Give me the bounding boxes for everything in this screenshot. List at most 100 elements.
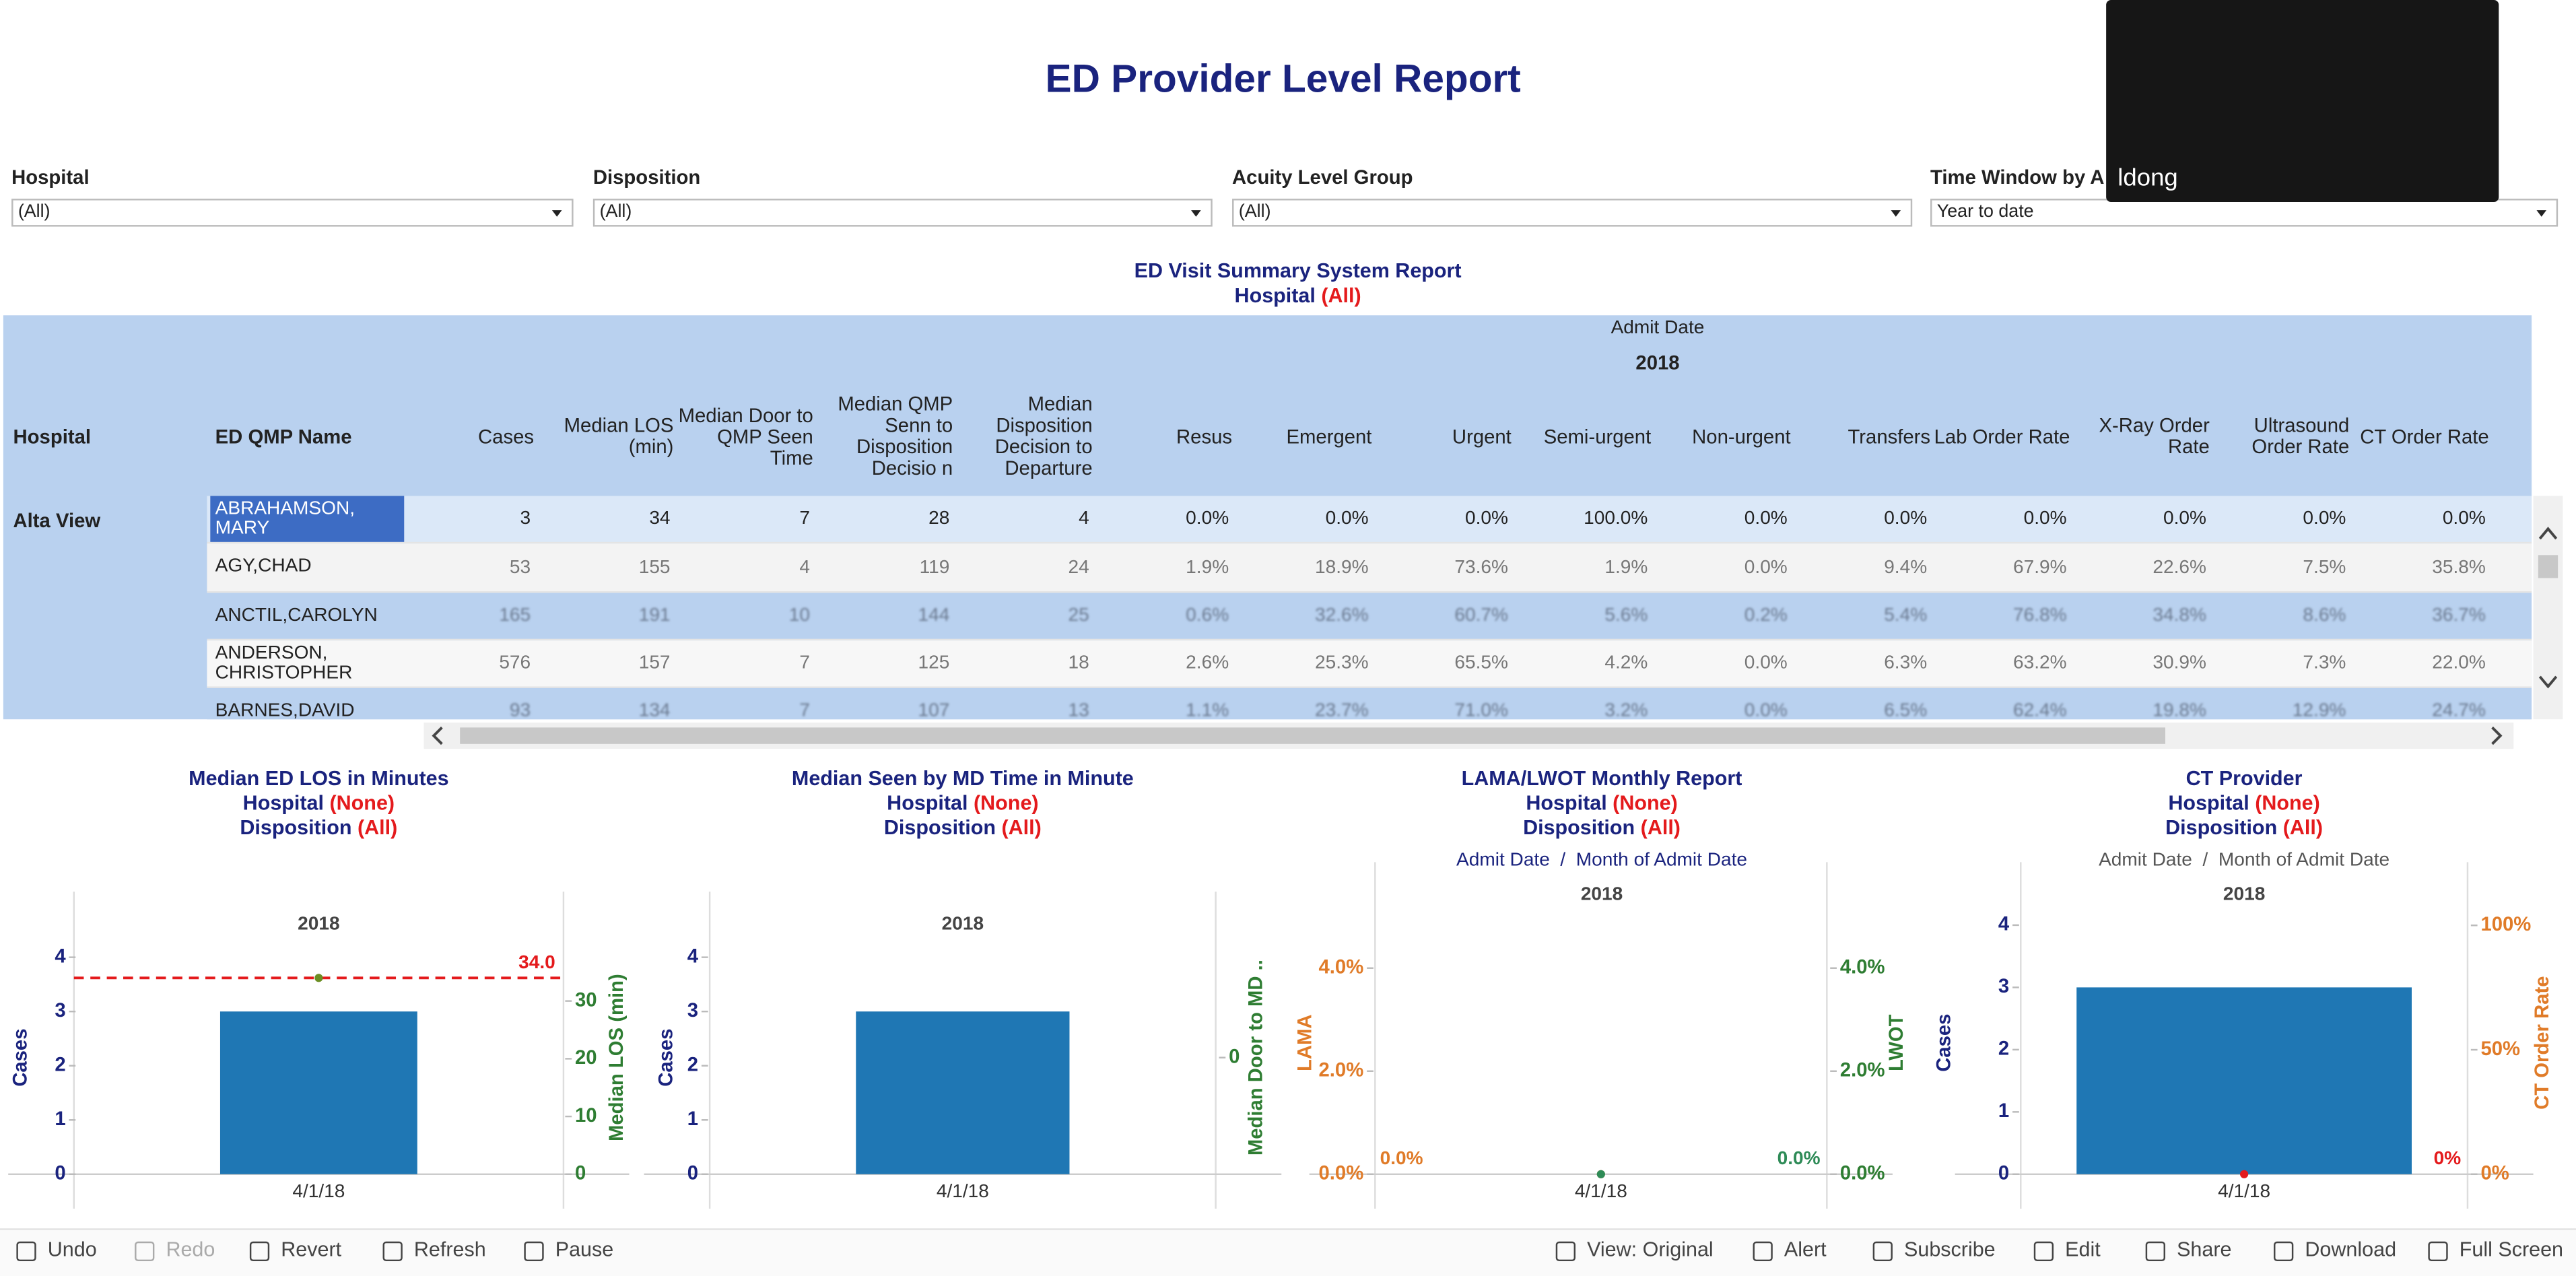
tick-label: 1 <box>687 1108 698 1130</box>
column-header: 2018 <box>298 912 339 933</box>
group-header: Admit Date <box>1611 318 1705 339</box>
y2-axis-title: LWOT <box>1886 1014 1907 1071</box>
filter-line-value: (None) <box>973 791 1039 815</box>
chart-filter-line: Disposition (All) <box>1948 816 2540 839</box>
tick-label: 4.0% <box>1840 956 1885 978</box>
filter-dropdown[interactable]: Year to date <box>1930 199 2558 227</box>
toolbar-button[interactable]: Full Screen <box>2459 1238 2564 1262</box>
v-scroll-thumb[interactable] <box>2538 555 2558 578</box>
toolbar-icon[interactable] <box>2428 1241 2448 1262</box>
table-cell: 36.7% <box>2432 605 2486 626</box>
toolbar-button[interactable]: Download <box>2305 1238 2397 1262</box>
toolbar-button: Redo <box>166 1238 215 1262</box>
x-tick-label: 4/1/18 <box>937 1180 989 1201</box>
chart-filter-line: Disposition (All) <box>667 816 1258 839</box>
value-label: 0.0% <box>1777 1147 1821 1168</box>
toolbar-button[interactable]: Share <box>2177 1238 2232 1262</box>
column-header: Semi-urgent <box>1543 424 1652 448</box>
tick-label: 2.0% <box>1319 1060 1364 1081</box>
toolbar-button[interactable]: Edit <box>2065 1238 2101 1262</box>
filter-value: Year to date <box>1936 201 2034 222</box>
tick-label: 4 <box>55 945 66 967</box>
filter-line-value: (All) <box>1321 283 1361 308</box>
toolbar-icon[interactable] <box>1753 1241 1773 1262</box>
tick-label: 1 <box>1998 1100 2009 1122</box>
toolbar-icon[interactable] <box>524 1241 544 1262</box>
column-header: Cases <box>478 424 535 448</box>
filter-dropdown[interactable]: (All) <box>1232 199 1913 227</box>
toolbar-icon[interactable] <box>2274 1241 2294 1262</box>
chart-filter-line: Hospital (None) <box>1306 792 1897 815</box>
filter-dropdown[interactable]: (All) <box>592 199 1213 227</box>
tick-label: 20 <box>575 1047 597 1069</box>
table-cell: 0.0% <box>2442 509 2486 529</box>
toolbar-button[interactable]: View: Original <box>1587 1238 1714 1262</box>
table-cell: 25 <box>1068 605 1089 626</box>
table-cell: 155 <box>638 557 671 578</box>
toolbar-icon[interactable] <box>1555 1241 1576 1262</box>
toolbar-icon[interactable] <box>2033 1241 2054 1262</box>
filter-label: Time Window by A <box>1930 166 2105 189</box>
table-cell: 18.9% <box>1314 557 1369 578</box>
tick-label: 2 <box>1998 1038 2009 1060</box>
scroll-up-arrow[interactable] <box>2538 527 2558 540</box>
table-row[interactable]: ABRAHAMSON, MARY 3 34 7 28 4 0.0% 0.0% 0.0% 100.0… <box>207 496 2532 544</box>
table-cell: 9.4% <box>1884 557 1928 578</box>
column-header: Lab Order Rate <box>1934 424 2070 448</box>
toolbar-button[interactable]: Refresh <box>413 1238 486 1262</box>
toolbar-button[interactable]: Revert <box>281 1238 342 1262</box>
toolbar-button[interactable]: Undo <box>47 1238 97 1262</box>
tick-label: 4 <box>1998 914 2010 935</box>
filter-line-label: Disposition <box>1523 816 1635 840</box>
filter-line-label: Disposition <box>240 816 352 840</box>
value-label: 34.0 <box>518 951 555 972</box>
h-scroll-thumb[interactable] <box>460 727 2165 744</box>
filter-line-value: (All) <box>1640 816 1681 840</box>
dropdown-arrow <box>551 210 562 217</box>
chart-title: Median ED LOS in Minutes <box>189 766 449 791</box>
toolbar-icon[interactable] <box>382 1241 403 1262</box>
toolbar-icon[interactable] <box>2145 1241 2165 1262</box>
table-cell: 1.9% <box>1186 557 1229 578</box>
bar <box>219 1011 417 1174</box>
point <box>2240 1170 2249 1178</box>
table-cell: 2.6% <box>1186 653 1229 673</box>
scroll-right-arrow[interactable] <box>2491 727 2503 745</box>
scroll-down-arrow[interactable] <box>2538 675 2558 689</box>
scroll-left-arrow[interactable] <box>432 727 443 745</box>
filter-dropdown[interactable]: (All) <box>11 199 574 227</box>
table-cell: 0.0% <box>1744 653 1788 673</box>
table-row[interactable]: ANCTIL,CAROLYN 165 191 10 144 25 0.6% 32.6% 60.7… <box>207 593 2532 641</box>
column-header: Median QMP Senn to Disposition Decisio n <box>838 392 953 480</box>
filter-value: (All) <box>599 201 632 222</box>
table-cell: 30.9% <box>2153 653 2206 673</box>
table-cell: 7 <box>799 653 810 673</box>
table-row[interactable]: BARNES,DAVID 93 134 7 107 13 1.1% 23.7% 71.0% 3.2… <box>207 687 2532 720</box>
toolbar-icon[interactable] <box>249 1241 270 1262</box>
x-tick-label: 4/1/18 <box>1575 1180 1627 1201</box>
y2-axis-title: Median Door to MD .. <box>1245 960 1266 1155</box>
column-header: Median Disposition Decision to Departure <box>994 392 1093 480</box>
table-row[interactable]: ANDERSON, CHRISTOPHER 576 157 7 125 18 2.6% 25.… <box>207 640 2532 688</box>
toolbar-icon[interactable] <box>16 1241 36 1262</box>
y-axis-title: Cases <box>9 1029 31 1087</box>
provider-name: ANCTIL,CAROLYN <box>215 605 378 626</box>
value-label: 0% <box>2434 1147 2462 1168</box>
tick-label: 0 <box>55 1163 65 1184</box>
bar <box>856 1011 1070 1174</box>
toolbar-button[interactable]: Alert <box>1784 1238 1827 1262</box>
filter-label: Acuity Level Group <box>1232 166 1413 189</box>
table-row[interactable]: AGY,CHAD 53 155 4 119 24 1.9% 18.9% 73.6% 1.9% 0.0… <box>207 543 2532 593</box>
chart-title: CT Provider <box>2185 766 2303 791</box>
h-scrollbar[interactable] <box>423 723 2514 749</box>
column-header: Hospital <box>13 425 92 448</box>
toolbar-button[interactable]: Subscribe <box>1904 1238 1996 1262</box>
v-scrollbar[interactable] <box>2533 496 2563 720</box>
toolbar-button[interactable]: Pause <box>555 1238 614 1262</box>
filter-line-value: (All) <box>357 816 398 840</box>
filter-line-label: Hospital <box>1526 791 1607 815</box>
tick-label: 10 <box>575 1105 597 1127</box>
toolbar-icon[interactable] <box>1872 1241 1893 1262</box>
table-cell: 73.6% <box>1454 557 1508 578</box>
table-cell: 7.3% <box>2303 653 2346 673</box>
